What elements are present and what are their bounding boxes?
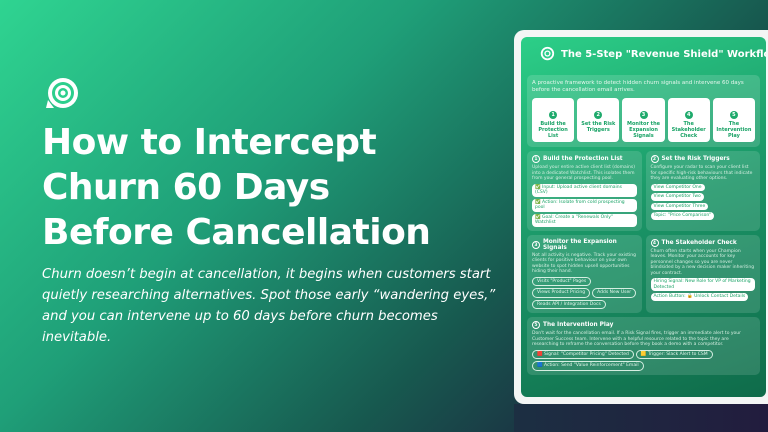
checklist-item: ✅ Input: Upload active client domains (C… xyxy=(532,183,637,197)
step-number: 3 xyxy=(639,111,648,119)
hiring-signal-tag: Hiring Signal: New Role for VP of Market… xyxy=(650,278,755,291)
section-protection-list: 1 Build the Protection List Upload your e… xyxy=(527,151,642,231)
section-title: The Intervention Play xyxy=(543,322,614,328)
signal-node: Visits "Product" Pages xyxy=(532,276,592,286)
step-label: Monitor the Expansion Signals xyxy=(626,121,661,139)
step-number: 1 xyxy=(549,111,558,119)
flow-node: 🟦 Action: Send "Value Reinforcement" Ema… xyxy=(532,361,644,371)
section-number: 1 xyxy=(532,155,540,163)
headline: How to Intercept Churn 60 Days Before Ca… xyxy=(42,120,502,255)
mockup-title: The 5-Step "Revenue Shield" Workflow xyxy=(561,48,766,60)
section-intervention-play: 5 The Intervention Play Don't wait for th… xyxy=(527,317,760,375)
steps-row: 1 Build the Protection List 2 Set the Risk… xyxy=(532,98,756,142)
step-card: 4 The Stakeholder Check xyxy=(667,98,710,142)
flow-node: 🟨 Trigger: Slack Alert to CSM xyxy=(635,349,713,359)
headline-line: Churn 60 Days xyxy=(42,167,330,208)
flow-nodes: 🟥 Signal: "Competitor Pricing" Detected … xyxy=(532,349,755,371)
step-card: 1 Build the Protection List xyxy=(532,98,575,142)
section-title: The Stakeholder Check xyxy=(661,239,737,246)
section-desc: Upload your entire active client list (d… xyxy=(532,165,635,181)
intro-box: A proactive framework to detect hidden c… xyxy=(527,75,760,147)
section-desc: Don't wait for the cancellation email. I… xyxy=(532,331,741,347)
step-number: 4 xyxy=(684,111,693,119)
signal-node: Reads API / Integration Docs xyxy=(532,299,606,309)
subtitle: Churn doesn’t begin at cancellation, it … xyxy=(42,267,496,345)
section-desc: Not all activity is negative. Track your… xyxy=(532,252,637,275)
trigger-tag: Topic: "Price Comparison" xyxy=(650,212,715,220)
workflow-mockup: The 5-Step "Revenue Shield" Workflow A p… xyxy=(521,37,766,397)
section-number: 2 xyxy=(650,155,659,163)
step-card: 5 The Intervention Play xyxy=(712,98,756,142)
sections-row: 3 Monitor the Expansion Signals Not all a… xyxy=(527,234,760,313)
section-expansion-signals: 3 Monitor the Expansion Signals Not all a… xyxy=(527,234,642,313)
step-card: 3 Monitor the Expansion Signals xyxy=(622,98,665,142)
stakeholder-tags: Hiring Signal: New Role for VP of Market… xyxy=(650,278,755,301)
checklist-item: ✅ Action: Isolate from cold prospecting … xyxy=(532,198,637,212)
step-label: The Intervention Play xyxy=(716,121,752,139)
section-title: Build the Protection List xyxy=(543,156,623,162)
signal-node: Adds New User xyxy=(592,288,637,298)
trigger-tag: View Competitor One xyxy=(650,183,705,191)
target-logo-icon xyxy=(540,46,555,61)
mockup-header: The 5-Step "Revenue Shield" Workflow xyxy=(527,37,766,71)
headline-line: Before Cancellation xyxy=(42,212,431,253)
headline-line: How to Intercept xyxy=(42,122,377,163)
checklist-item: ✅ Goal: Create a "Renewals Only" Watchli… xyxy=(532,213,637,227)
target-logo-icon xyxy=(46,78,78,108)
section-number: 5 xyxy=(532,321,540,329)
section-risk-triggers: 2 Set the Risk Triggers Configure your ra… xyxy=(645,151,760,231)
trigger-tag: View Competitor Three xyxy=(650,202,709,210)
section-title: Monitor the Expansion Signals xyxy=(543,238,617,251)
step-card: 2 Set the Risk Triggers xyxy=(577,98,620,142)
trigger-tag: View Competitor Two xyxy=(650,193,704,201)
signal-nodes: Visits "Product" Pages Views Product Pri… xyxy=(532,276,637,309)
section-desc: Churn often starts when your Champion le… xyxy=(650,248,755,276)
step-number: 5 xyxy=(729,111,738,119)
flow-node: 🟥 Signal: "Competitor Pricing" Detected xyxy=(532,349,634,359)
step-label: The Stakeholder Check xyxy=(671,121,706,139)
section-title: Set the Risk Triggers xyxy=(661,156,730,162)
bottom-strip xyxy=(514,404,768,432)
sections-row: 1 Build the Protection List Upload your e… xyxy=(527,151,760,231)
section-number: 3 xyxy=(532,240,540,249)
section-desc: Configure your radar to scan your client… xyxy=(650,165,753,181)
intro-text: A proactive framework to detect hidden c… xyxy=(532,80,744,93)
section-number: 4 xyxy=(650,238,659,247)
trigger-tags: View Competitor One View Competitor Two … xyxy=(650,183,756,220)
step-label: Set the Risk Triggers xyxy=(581,121,616,133)
signal-node: Views Product Pricing xyxy=(532,288,591,298)
step-number: 2 xyxy=(594,111,603,119)
section-stakeholder-check: 4 The Stakeholder Check Churn often start… xyxy=(645,234,760,313)
step-label: Build the Protection List xyxy=(538,121,568,139)
checklist: ✅ Input: Upload active client domains (C… xyxy=(532,183,637,227)
unlock-contact-button[interactable]: Action Button: 🔒 Unlock Contact Details xyxy=(650,293,749,301)
